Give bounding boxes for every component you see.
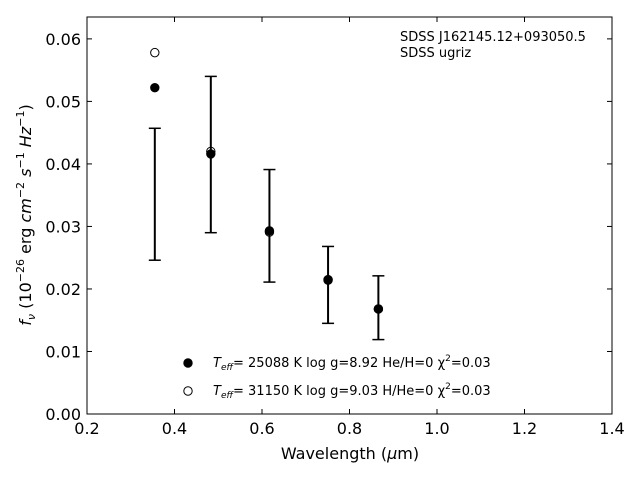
data-points [150,47,384,314]
x-tick-label: 0.6 [249,419,274,438]
point-model-1 [150,82,160,93]
x-tick-label: 1.0 [424,419,449,438]
legend-entry-2-text: = 31150 K log g=9.03 H/He=0 χ [233,384,446,399]
annotation-filter-set: SDSS ugriz [400,46,471,61]
legend-entry-1-teff-sub: eff [221,363,235,373]
legend-entry-1-sup: 2 [445,354,451,364]
y-tick-label: 0.03 [45,217,81,236]
legend-marker-filled [183,358,193,368]
point-model-2 [206,146,216,157]
point-model-2 [150,47,160,58]
legend-entry-1-teff: T [213,356,222,371]
y-tick-label: 0.00 [45,405,81,424]
x-tick-label: 1.4 [599,419,624,438]
legend-entry-1-tail: =0.03 [451,356,491,371]
y-tick-label: 0.05 [45,92,81,111]
y-tick-label: 0.04 [45,155,81,174]
y-tick-label: 0.02 [45,280,81,299]
x-axis-label: Wavelength (μm) [281,444,419,463]
y-tick-label: 0.01 [45,342,81,361]
point-model-2 [373,304,384,314]
legend-entry-2-teff: T [213,384,222,399]
point-model-2 [264,227,275,237]
plot-frame [86,16,613,415]
y-tick-label: 0.06 [45,30,81,49]
legend-entry-2-tail: =0.03 [451,384,491,399]
x-tick-label: 0.8 [337,419,362,438]
point-model-1 [206,149,216,159]
x-tick-label: 1.2 [512,419,537,438]
legend-entry-1: Teff= 25088 K log g=8.92 He/H=0 χ2=0.03 [213,354,491,373]
x-axis-ticks: 0.2 0.4 0.6 0.8 1.0 1.2 1.4 [74,17,625,438]
legend-entry-2-teff-sub: eff [221,391,235,401]
x-tick-label: 0.4 [162,419,187,438]
annotation-object-name: SDSS J162145.12+093050.5 [400,30,586,45]
legend-marker-open [183,386,193,396]
legend-entry-2: Teff= 31150 K log g=9.03 H/He=0 χ2=0.03 [213,382,491,401]
x-tick-label: 0.2 [74,419,99,438]
legend-entry-1-text: = 25088 K log g=8.92 He/H=0 χ [233,356,446,371]
y-axis-label: fν (10−26 erg cm−2 s−1 Hz−1) [14,104,38,325]
y-axis-ticks: 0.00 0.01 0.02 0.03 0.04 0.05 0.06 [45,30,612,424]
legend-entry-2-sup: 2 [445,382,451,392]
legend: Teff= 25088 K log g=8.92 He/H=0 χ2=0.03 … [183,354,491,401]
point-model-2 [323,274,333,285]
